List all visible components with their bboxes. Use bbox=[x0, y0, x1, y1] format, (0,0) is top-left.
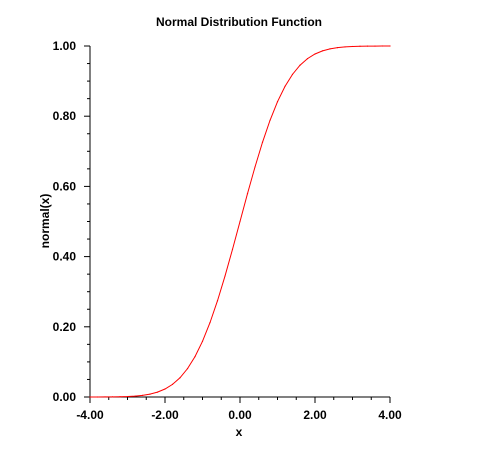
y-axis-label: normal(x) bbox=[38, 194, 52, 249]
data-point bbox=[201, 340, 204, 342]
data-point bbox=[261, 141, 264, 143]
y-tick-label: 0.00 bbox=[53, 390, 77, 404]
data-point bbox=[209, 322, 211, 324]
data-point bbox=[186, 368, 189, 370]
data-point bbox=[306, 58, 309, 60]
x-axis-label: x bbox=[236, 425, 243, 439]
data-point bbox=[336, 47, 339, 49]
x-tick-label: 2.00 bbox=[303, 408, 327, 422]
y-tick-label: 0.60 bbox=[53, 179, 77, 193]
data-point bbox=[321, 50, 324, 52]
data-point bbox=[96, 396, 99, 398]
data-point bbox=[171, 383, 174, 385]
data-point bbox=[366, 45, 369, 47]
data-point bbox=[344, 46, 346, 48]
data-point bbox=[194, 355, 196, 358]
data-point bbox=[111, 396, 114, 398]
data-point bbox=[134, 395, 136, 397]
data-point bbox=[276, 101, 279, 103]
data-point bbox=[126, 395, 129, 398]
data-point bbox=[164, 388, 166, 390]
data-point bbox=[179, 377, 181, 379]
data-point bbox=[216, 300, 219, 302]
data-point bbox=[381, 45, 384, 47]
chart-title: Normal Distribution Function bbox=[156, 15, 322, 29]
data-point bbox=[254, 166, 256, 168]
data-point bbox=[156, 391, 159, 393]
data-point bbox=[104, 396, 106, 398]
data-point bbox=[299, 64, 301, 66]
data-point bbox=[374, 45, 376, 47]
data-point bbox=[329, 48, 331, 50]
y-tick-label: 0.80 bbox=[53, 109, 77, 123]
data-point bbox=[224, 275, 226, 277]
data-point bbox=[359, 45, 361, 47]
data-point bbox=[231, 248, 234, 250]
x-tick-label: 4.00 bbox=[378, 408, 402, 422]
data-point bbox=[389, 45, 391, 47]
data-point bbox=[149, 393, 151, 395]
x-tick-label: 0.00 bbox=[228, 408, 252, 422]
data-point bbox=[269, 119, 271, 121]
y-tick-label: 1.00 bbox=[53, 39, 77, 53]
data-point bbox=[351, 45, 354, 48]
data-point bbox=[284, 85, 286, 88]
data-point bbox=[141, 394, 144, 396]
data-point bbox=[314, 53, 316, 55]
data-point bbox=[246, 193, 249, 195]
y-tick-label: 0.40 bbox=[53, 250, 77, 264]
axes: -4.00 -2.00 0.00 2.00 4.00 0.00 0.20 0.40 0.60 0.… bbox=[53, 39, 402, 422]
data-point bbox=[291, 73, 294, 75]
x-tick-label: -2.00 bbox=[151, 408, 179, 422]
x-tick-label: -4.00 bbox=[76, 408, 104, 422]
data-point bbox=[239, 220, 241, 223]
y-tick-label: 0.20 bbox=[53, 320, 77, 334]
data-point bbox=[119, 396, 121, 398]
data-point bbox=[89, 396, 91, 398]
series-layer bbox=[89, 45, 391, 398]
